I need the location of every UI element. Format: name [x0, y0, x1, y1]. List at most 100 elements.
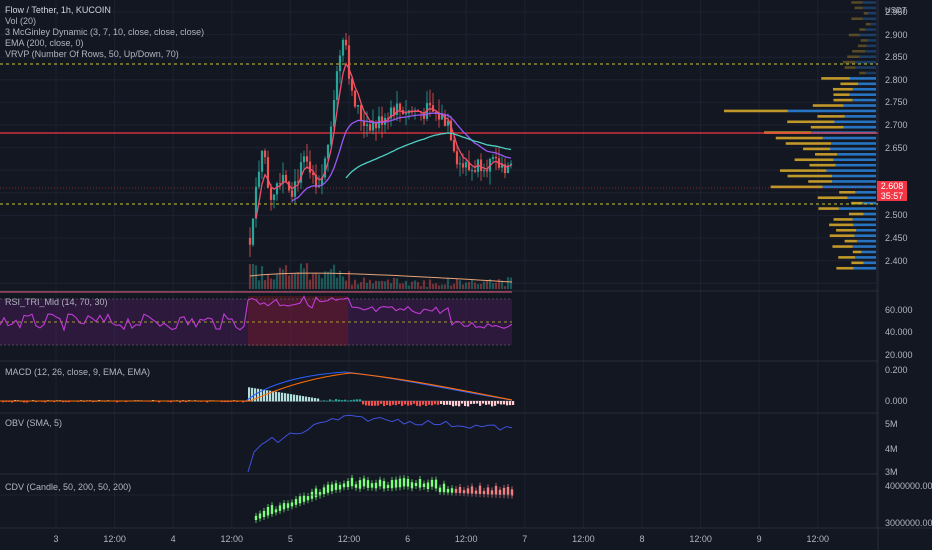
candle-body	[437, 112, 441, 120]
volume-bar	[314, 273, 318, 289]
vrvp-bar-down	[812, 104, 844, 107]
vrvp-bar-down	[851, 17, 863, 21]
macd-histogram-bar	[368, 401, 371, 406]
indicator-vol[interactable]: Vol (20)	[5, 16, 37, 26]
main-legend: Flow / Tether, 1h, KUCOIN Vol (20) 3 McG…	[5, 5, 204, 60]
price-tick: 2.900	[885, 29, 908, 40]
volume-bar	[485, 279, 489, 289]
vrvp-bar-down	[829, 234, 855, 237]
candle-body	[281, 174, 285, 184]
vrvp-bar-down	[833, 93, 850, 96]
rsi-line	[0, 295, 513, 332]
obv-label[interactable]: OBV (SMA, 5)	[5, 418, 63, 428]
price-tick: 2.450	[885, 233, 908, 243]
indicator-ema[interactable]: EMA (200, close, 0)	[5, 38, 84, 48]
volume-bar	[326, 271, 330, 289]
candle-body	[266, 157, 270, 188]
vrvp-bar-down	[840, 82, 859, 86]
volume-bar	[449, 285, 453, 289]
candle-body	[263, 150, 267, 158]
cdv-body	[378, 479, 382, 487]
candle-body	[395, 103, 399, 115]
macd-histogram-bar	[509, 401, 512, 406]
vrvp-bar-up	[822, 136, 876, 140]
vrvp-bar-up	[834, 120, 876, 124]
candle-body	[326, 144, 330, 159]
vrvp-bar-down	[860, 39, 868, 42]
vrvp-bar-down	[787, 120, 835, 124]
vrvp-bar-up	[849, 93, 876, 96]
macd-histogram-bar	[305, 396, 308, 402]
volume-bar	[329, 269, 333, 289]
indicator-mcginley[interactable]: 3 McGinley Dynamic (3, 7, 10, close, clo…	[5, 27, 205, 37]
cdv-body	[478, 485, 482, 494]
vrvp-bar-down	[848, 212, 864, 216]
macd-histogram-bar	[374, 401, 377, 406]
candle-body	[455, 151, 459, 165]
candle-body	[491, 156, 495, 159]
volume-bar	[254, 265, 258, 289]
macd-histogram-bar	[395, 401, 398, 406]
currency-label: USDT	[885, 6, 907, 15]
volume-bar	[497, 279, 501, 289]
vrvp-bar-down	[865, 22, 871, 26]
cdv-body	[306, 496, 310, 501]
cdv-body	[346, 481, 350, 488]
time-tick: 12:00	[220, 534, 244, 544]
macd-histogram-bar	[356, 399, 359, 402]
vrvp-bar-up	[862, 1, 876, 4]
cdv-body	[350, 477, 354, 487]
vrvp-bar-down	[770, 185, 823, 189]
volume-bar	[467, 282, 471, 289]
volume-bar	[398, 283, 402, 289]
volume-bar	[332, 264, 336, 289]
candle-body	[308, 161, 312, 173]
macd-histogram-bar	[272, 391, 275, 402]
macd-histogram-bar	[260, 389, 263, 402]
cdv-body	[358, 480, 362, 489]
vrvp-bar-up	[855, 191, 876, 194]
vrvp-bar-down	[854, 6, 863, 10]
vrvp-bar-up	[833, 158, 876, 162]
volume-bar	[335, 277, 339, 289]
rsi-label[interactable]: RSI_TRI_Mid (14, 70, 30)	[5, 297, 108, 307]
cdv-body	[434, 479, 438, 489]
candle-body	[374, 122, 378, 129]
vrvp-bar-up	[863, 212, 876, 216]
volume-bar	[281, 269, 285, 289]
vrvp-bar-down	[833, 98, 853, 102]
vrvp-bar-up	[835, 163, 876, 167]
volume-bar	[437, 285, 441, 289]
candle-body	[371, 122, 375, 131]
vrvp-bar-up	[862, 17, 876, 21]
macd-histogram-bar	[440, 401, 443, 405]
macd-histogram-bar	[371, 401, 374, 406]
indicator-vrvp[interactable]: VRVP (Number Of Rows, 50, Up/Down, 70)	[5, 49, 179, 59]
volume-bar	[407, 285, 411, 289]
cdv-label[interactable]: CDV (Candle, 50, 200, 50, 200)	[5, 482, 132, 492]
macd-histogram-bar	[269, 390, 272, 402]
cdv-body	[474, 490, 478, 494]
macd-histogram-bar	[170, 401, 173, 403]
candle-body	[299, 162, 303, 183]
vrvp-bar-up	[862, 6, 876, 10]
macd-histogram-bar	[344, 399, 347, 402]
obv-tick: 3M	[885, 467, 898, 477]
volume-bar	[353, 279, 357, 289]
macd-tick: 0.000	[885, 396, 908, 406]
volume-bar	[461, 284, 465, 289]
time-tick: 6	[405, 534, 411, 544]
time-tick: 9	[756, 534, 762, 544]
volume-bar	[323, 271, 327, 289]
cdv-body	[502, 487, 506, 496]
volume-ma-line	[249, 272, 513, 283]
cdv-body	[258, 513, 262, 519]
candle-body	[482, 170, 486, 172]
volume-bar	[488, 279, 492, 289]
symbol-title[interactable]: Flow / Tether, 1h, KUCOIN	[5, 5, 111, 15]
macd-label[interactable]: MACD (12, 26, close, 9, EMA, EMA)	[5, 367, 151, 377]
time-tick: 12:00	[806, 534, 830, 544]
candle-body	[434, 111, 438, 113]
volume-bar	[392, 277, 396, 289]
